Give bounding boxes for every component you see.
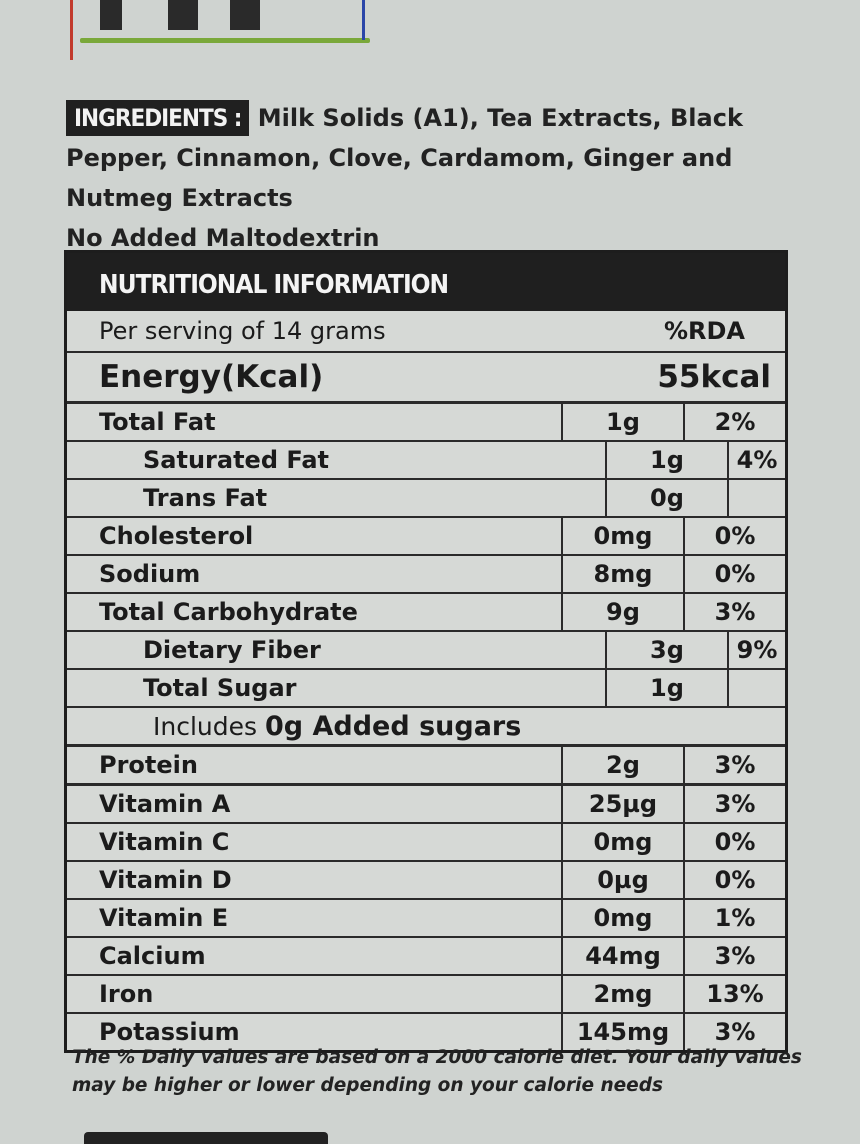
energy-label: Energy(Kcal) [99,359,324,395]
nutrient-amount: 145mg [561,1014,683,1050]
nutrition-title: NUTRITIONAL INFORMATION [67,253,785,311]
nutrient-row: Dietary Fiber 3g 9% [67,632,785,670]
ingredients-label: INGREDIENTS : [66,100,250,136]
nutrient-name: Vitamin D [99,866,232,894]
nutrient-amount: 8mg [561,556,683,592]
nutrition-panel: NUTRITIONAL INFORMATION Per serving of 1… [64,250,788,1053]
nutrient-name: Protein [99,751,198,779]
nutrient-amount: 3g [605,632,727,668]
nutrient-amount: 2g [561,747,683,783]
nutrient-row: Vitamin A 25µg 3% [67,786,785,824]
ingredients-note: No Added Maltodextrin [66,224,380,252]
nutrient-row: Total Carbohydrate 9g 3% [67,594,785,632]
nutrient-name: Dietary Fiber [143,636,321,664]
nutrient-row: Potassium 145mg 3% [67,1014,785,1050]
nutrient-rda: 4% [727,442,785,478]
serving-row: Per serving of 14 grams %RDA [67,311,785,353]
nutrient-amount: 0g [605,480,727,516]
nutrient-amount: 2mg [561,976,683,1012]
nutrient-rda: 3% [683,1014,785,1050]
nutrient-rda: 3% [683,938,785,974]
nutrient-amount: 9g [561,594,683,630]
energy-row: Energy(Kcal) 55kcal [67,353,785,404]
nutrient-row: Total Sugar 1g [67,670,785,708]
nutrient-row: Vitamin C 0mg 0% [67,824,785,862]
nutrient-name: Iron [99,980,154,1008]
nutrient-name: Total Carbohydrate [99,598,358,626]
logo-letter-fragment [168,0,198,30]
nutrient-row: Sodium 8mg 0% [67,556,785,594]
added-sugars-row: Includes 0g Added sugars [67,708,785,747]
nutrient-name: Vitamin C [99,828,230,856]
logo-blue-stripe [362,0,365,40]
nutrient-rda: 1% [683,900,785,936]
logo-green-underline [80,38,370,43]
nutrient-name: Potassium [99,1018,240,1046]
nutrient-rda [727,670,785,706]
nutrient-name: Sodium [99,560,201,588]
bottom-bar-fragment [84,1132,328,1144]
nutrient-amount: 0mg [561,824,683,860]
nutrient-rda: 3% [683,594,785,630]
nutrient-name: Vitamin A [99,790,231,818]
nutrient-rda: 0% [683,824,785,860]
ingredients-block: INGREDIENTS : Milk Solids (A1), Tea Extr… [66,98,846,258]
nutrient-rda: 0% [683,518,785,554]
nutrient-rda: 2% [683,404,785,440]
logo-red-stripe [70,0,73,60]
nutrient-name: Cholesterol [99,522,254,550]
nutrient-amount: 1g [605,442,727,478]
ingredients-text: Milk Solids (A1), Tea Extracts, Black Pe… [66,104,743,212]
nutrient-amount: 44mg [561,938,683,974]
added-sugars-value: 0g Added sugars [264,710,522,742]
nutrient-amount: 1g [605,670,727,706]
energy-value: 55kcal [657,359,771,395]
nutrient-row: Calcium 44mg 3% [67,938,785,976]
brand-logo-fragment [70,0,370,60]
nutrient-amount: 25µg [561,786,683,822]
added-sugars-prefix: Includes [153,711,258,741]
logo-letter-fragment [230,0,260,30]
nutrient-rda: 3% [683,747,785,783]
nutrient-amount: 1g [561,404,683,440]
nutrient-row: Iron 2mg 13% [67,976,785,1014]
logo-letter-fragment [100,0,122,30]
nutrient-row: Total Fat 1g 2% [67,404,785,442]
nutrient-row: Trans Fat 0g [67,480,785,518]
serving-size: Per serving of 14 grams [99,317,386,345]
nutrient-row: Vitamin D 0µg 0% [67,862,785,900]
nutrient-name: Total Sugar [143,674,297,702]
nutrient-rows-vitamins: Protein 2g 3% Vitamin A 25µg 3% Vitamin C 0mg 0%… [67,747,785,1050]
footnote: The % Daily values are based on a 2000 c… [72,1047,802,1096]
nutrient-rda: 13% [683,976,785,1012]
nutrient-name: Vitamin E [99,904,229,932]
nutrient-row: Vitamin E 0mg 1% [67,900,785,938]
nutrient-amount: 0mg [561,900,683,936]
nutrient-rda: 3% [683,786,785,822]
nutrient-amount: 0mg [561,518,683,554]
nutrient-name: Calcium [99,942,206,970]
nutrient-rda: 0% [683,862,785,898]
nutrient-name: Trans Fat [143,484,268,512]
nutrient-rda [727,480,785,516]
rda-header: %RDA [663,317,745,345]
nutrient-rows: Total Fat 1g 2% Saturated Fat 1g 4% Trans Fat 0… [67,404,785,708]
nutrient-row: Cholesterol 0mg 0% [67,518,785,556]
nutrient-row: Protein 2g 3% [67,747,785,786]
nutrient-name: Total Fat [99,408,216,436]
nutrient-row: Saturated Fat 1g 4% [67,442,785,480]
nutrient-amount: 0µg [561,862,683,898]
nutrient-name: Saturated Fat [143,446,330,474]
nutrient-rda: 0% [683,556,785,592]
nutrient-rda: 9% [727,632,785,668]
